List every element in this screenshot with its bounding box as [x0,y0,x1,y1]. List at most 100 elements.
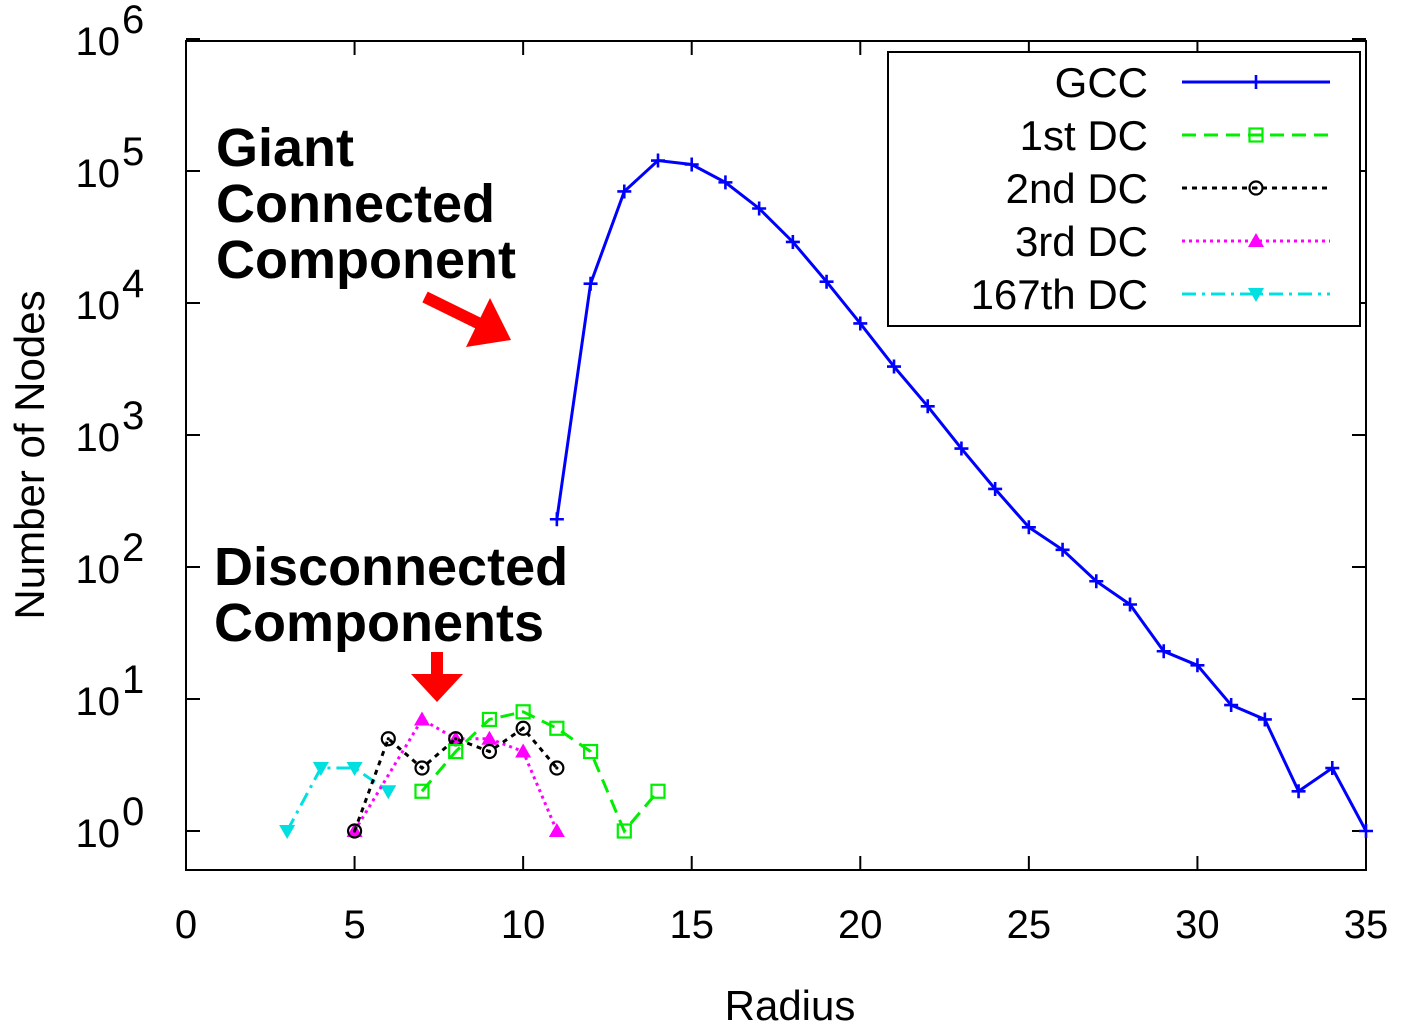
y-tick-base: 10 [76,20,121,64]
data-point [1325,761,1340,776]
y-tick-exponent: 0 [122,790,144,834]
data-point [380,785,397,800]
data-point [549,512,564,527]
data-point [346,823,363,839]
annotation-dc-line-2: Components [214,593,544,653]
annotation-gcc-line-3: Component [216,230,516,290]
annotation-gcc-arrow-shaft [422,291,485,331]
series-line [420,710,660,834]
data-point [988,481,1003,496]
y-tick-label: 10 [76,20,121,64]
annotation-dc-line-1: Disconnected [214,537,568,597]
annotation-gcc-line-1: Giant [216,118,354,178]
x-axis-title: Radius [725,982,856,1029]
y-tick-base: 10 [76,680,121,724]
data-point [651,153,665,168]
x-tick-label: 35 [1344,903,1389,947]
data-point [312,762,329,777]
data-point [616,823,632,839]
y-tick-base: 10 [76,812,121,856]
data-point [1021,520,1036,535]
x-tick-label: 0 [175,903,197,947]
plot-frame [185,40,1367,871]
legend-label: 1st DC [1020,112,1148,159]
y-tick-base: 10 [76,284,121,328]
data-point [718,175,733,190]
x-tick-label: 15 [669,903,714,947]
series-gcc [549,153,1373,838]
data-point [448,743,464,760]
data-point [752,201,767,216]
y-axis-title: Number of Nodes [6,290,53,619]
annotation-giant-component: Giant Connected Component [216,118,516,347]
data-point [481,743,498,760]
legend-marker [1249,75,1263,89]
legend-marker [1248,233,1264,247]
series-line [353,717,559,832]
legend-marker [1248,127,1264,143]
y-tick-base: 10 [76,152,121,196]
data-point-center [386,737,390,741]
legend-label: 167th DC [971,271,1148,318]
data-point [414,711,430,726]
data-point [1156,644,1171,659]
y-tick-base: 10 [76,416,121,460]
data-point [920,399,935,414]
data-point-center [555,766,559,770]
data-point [583,276,598,291]
x-tick-label: 30 [1175,903,1220,947]
y-tick-label: 10 [76,284,121,328]
data-point [549,760,565,776]
data-point [481,730,498,745]
data-point-center [420,766,424,770]
annotation-disconnected-components: Disconnected Components [214,537,568,702]
data-point-center [521,726,525,730]
annotation-dc-arrow-head [411,674,463,702]
data-point-center [352,829,357,833]
y-tick-exponent: 5 [122,130,144,174]
y-tick-label: 10 [76,548,121,592]
data-point [785,234,800,249]
data-point [515,704,531,720]
y-tick-label: 10 [76,152,121,196]
y-tick-exponent: 1 [122,658,144,702]
data-point [887,359,901,374]
data-point [954,441,969,456]
series-3rd-dc [346,711,565,837]
legend-label: 2nd DC [1006,165,1148,212]
data-point [1291,784,1306,799]
legend-marker [1248,288,1264,302]
x-tick-label: 10 [501,903,546,947]
data-point [515,720,531,736]
data-point [1190,658,1205,673]
y-tick-exponent: 6 [122,0,144,42]
data-point-center [487,749,492,754]
data-point [1224,698,1239,713]
data-point [582,743,599,760]
series-layer [279,153,1373,839]
series-line [285,766,390,832]
y-tick-label: 10 [76,812,121,856]
data-point [853,316,868,331]
legend-box [887,51,1361,327]
data-point [1359,824,1373,838]
series-2nd-dc [346,720,565,839]
data-point [1257,712,1272,727]
data-point [548,823,565,837]
data-point [684,157,699,172]
data-point [414,783,430,799]
legend-label: GCC [1055,59,1148,106]
data-point-center [454,737,458,741]
y-tick-label: 10 [76,680,121,724]
data-point [380,731,396,747]
data-point [279,825,296,839]
annotation-gcc-line-2: Connected [216,174,495,234]
data-point [819,274,834,289]
data-point [515,743,532,758]
data-point [414,760,430,776]
legend-label: 3rd DC [1015,218,1148,265]
data-point [549,720,565,736]
data-point [1055,542,1070,557]
